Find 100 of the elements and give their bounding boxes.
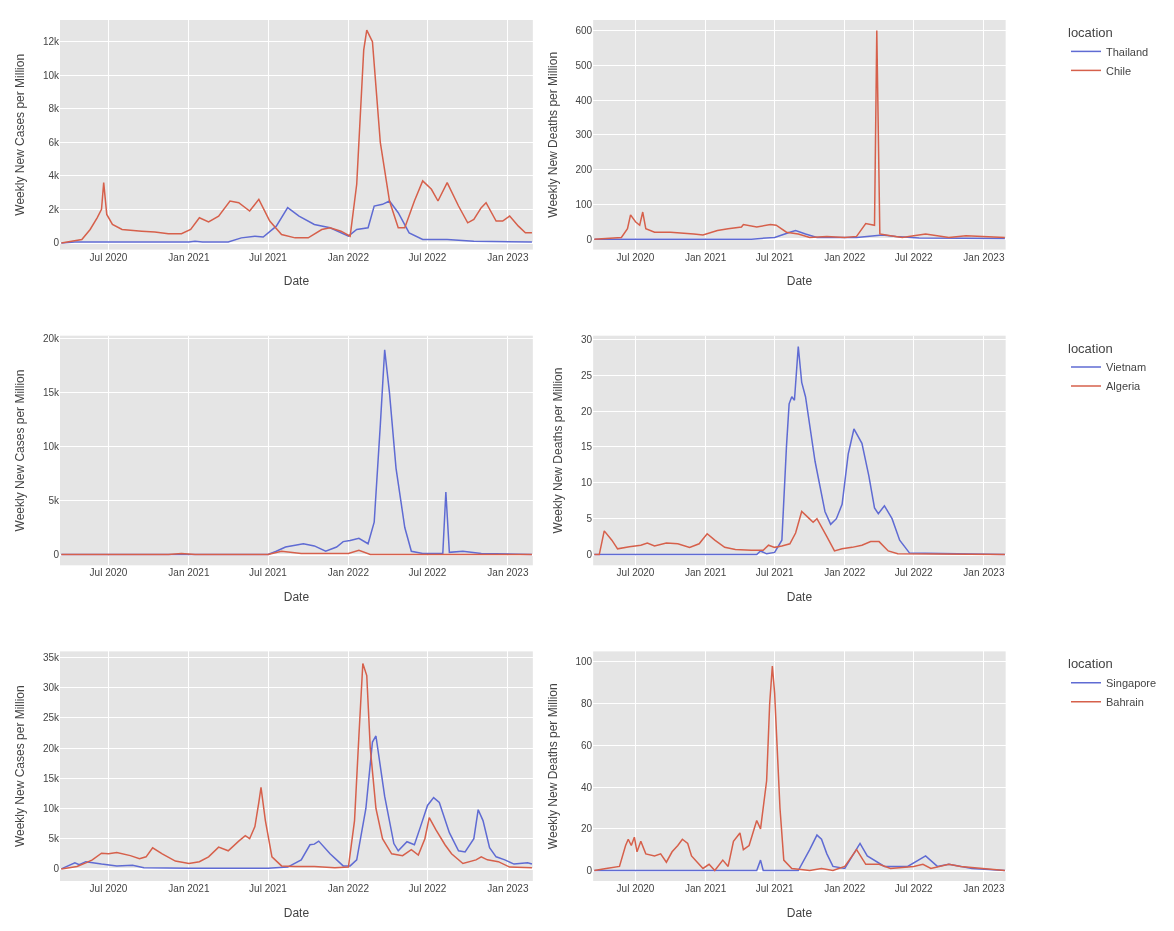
x-tick-label: Jul 2022	[894, 251, 934, 263]
legend-label: Algeria	[1106, 380, 1142, 393]
y-axis-title: Weekly New Cases per Million	[13, 685, 28, 848]
line-series	[593, 665, 1006, 872]
y-tick-label: 4k	[48, 170, 60, 182]
legend-label: Vietnam	[1106, 361, 1147, 374]
x-tick-label: Jul 2022	[408, 567, 447, 579]
y-tick-label: 5k	[48, 495, 60, 507]
line-series	[593, 29, 1006, 240]
x-tick-label: Jul 2020	[89, 251, 128, 263]
legend-label: Chile	[1106, 64, 1132, 77]
legend-label: Singapore	[1106, 677, 1157, 690]
x-tick-label: Jul 2022	[894, 567, 934, 579]
y-tick-label: 200	[575, 164, 593, 176]
y-tick-label: 300	[575, 129, 593, 141]
x-tick-label: Jan 2023	[487, 251, 529, 263]
x-tick-label: Jan 2022	[824, 251, 866, 263]
legend-title: location	[1068, 24, 1113, 40]
x-tick-label: Jul 2020	[616, 251, 655, 263]
x-tick-label: Jan 2021	[685, 251, 727, 263]
y-tick-label: 40	[581, 781, 593, 793]
y-tick-label: 100	[575, 656, 593, 668]
x-tick-label: Jan 2021	[168, 251, 210, 263]
x-axis-title: Date	[786, 274, 813, 289]
y-tick-label: 0	[53, 549, 60, 561]
legend-title: location	[1068, 656, 1113, 672]
y-tick-label: 10k	[42, 802, 60, 814]
x-tick-label: Jan 2022	[824, 883, 866, 894]
y-axis-title: Weekly New Deaths per Million	[545, 683, 560, 850]
line-series	[60, 662, 533, 870]
y-tick-label: 0	[586, 233, 593, 245]
line-series	[593, 510, 1006, 556]
legend-label: Bahrain	[1106, 696, 1144, 709]
y-tick-label: 500	[575, 59, 593, 71]
y-tick-label: 10k	[42, 441, 60, 453]
x-tick-label: Jan 2023	[487, 567, 529, 579]
x-tick-label: Jan 2022	[824, 567, 866, 579]
x-tick-label: Jul 2020	[616, 883, 655, 894]
y-tick-label: 25k	[42, 712, 60, 724]
line-series	[60, 200, 533, 244]
x-tick-label: Jan 2023	[963, 567, 1005, 579]
x-tick-label: Jul 2022	[894, 883, 934, 894]
x-axis-title: Date	[283, 274, 310, 289]
x-tick-label: Jan 2021	[168, 883, 210, 894]
x-tick-label: Jul 2021	[755, 883, 794, 894]
legend-label: Thailand	[1106, 45, 1149, 58]
y-axis-title: Weekly New Deaths per Million	[545, 51, 560, 218]
x-tick-label: Jul 2021	[755, 251, 794, 263]
y-axis-title: Weekly New Cases per Million	[13, 369, 28, 532]
x-tick-label: Jan 2021	[168, 567, 210, 579]
x-tick-label: Jul 2020	[89, 567, 128, 579]
y-tick-label: 400	[575, 94, 593, 106]
y-tick-label: 30	[581, 333, 593, 345]
x-tick-label: Jan 2022	[327, 567, 370, 579]
y-tick-label: 35k	[42, 651, 60, 663]
x-tick-label: Jul 2021	[249, 567, 288, 579]
y-tick-label: 100	[575, 198, 593, 210]
y-tick-label: 15	[581, 441, 593, 453]
y-tick-label: 20	[581, 405, 593, 417]
y-tick-label: 10	[581, 477, 593, 489]
y-tick-label: 0	[586, 865, 593, 877]
x-axis-title: Date	[283, 905, 310, 920]
x-tick-label: Jan 2023	[963, 883, 1005, 894]
x-tick-label: Jan 2021	[685, 567, 727, 579]
y-tick-label: 80	[581, 698, 593, 710]
y-tick-label: 0	[53, 237, 60, 249]
x-tick-label: Jan 2023	[963, 251, 1005, 263]
x-axis-title: Date	[786, 905, 813, 920]
y-tick-label: 30k	[42, 682, 60, 694]
x-axis-title: Date	[283, 590, 310, 605]
y-tick-label: 10k	[42, 69, 60, 81]
y-tick-label: 15k	[42, 772, 60, 784]
x-tick-label: Jul 2021	[249, 251, 288, 263]
line-series	[60, 735, 533, 870]
y-tick-label: 15k	[42, 387, 60, 399]
x-tick-label: Jul 2022	[408, 251, 447, 263]
x-tick-label: Jul 2021	[755, 567, 794, 579]
y-axis-title: Weekly New Deaths per Million	[551, 367, 566, 534]
y-tick-label: 6k	[48, 136, 60, 148]
y-axis-title: Weekly New Cases per Million	[13, 53, 28, 216]
y-tick-label: 600	[575, 24, 593, 36]
x-tick-label: Jul 2021	[249, 883, 288, 894]
x-axis-title: Date	[786, 590, 813, 605]
y-tick-label: 5k	[48, 833, 60, 845]
y-tick-label: 60	[581, 739, 593, 751]
y-tick-label: 25	[581, 369, 593, 381]
x-tick-label: Jan 2022	[327, 883, 370, 894]
y-tick-label: 12k	[42, 36, 60, 48]
y-tick-label: 8k	[48, 103, 60, 115]
legend-title: location	[1068, 340, 1113, 356]
y-tick-label: 0	[586, 549, 593, 561]
y-tick-label: 0	[53, 863, 60, 875]
x-tick-label: Jul 2020	[616, 567, 655, 579]
y-tick-label: 20k	[42, 742, 60, 754]
y-tick-label: 20	[581, 823, 593, 835]
x-tick-label: Jan 2022	[327, 251, 370, 263]
x-tick-label: Jul 2022	[408, 883, 447, 894]
y-tick-label: 20k	[42, 333, 60, 345]
y-tick-label: 5	[586, 513, 593, 525]
x-tick-label: Jan 2023	[487, 883, 529, 894]
